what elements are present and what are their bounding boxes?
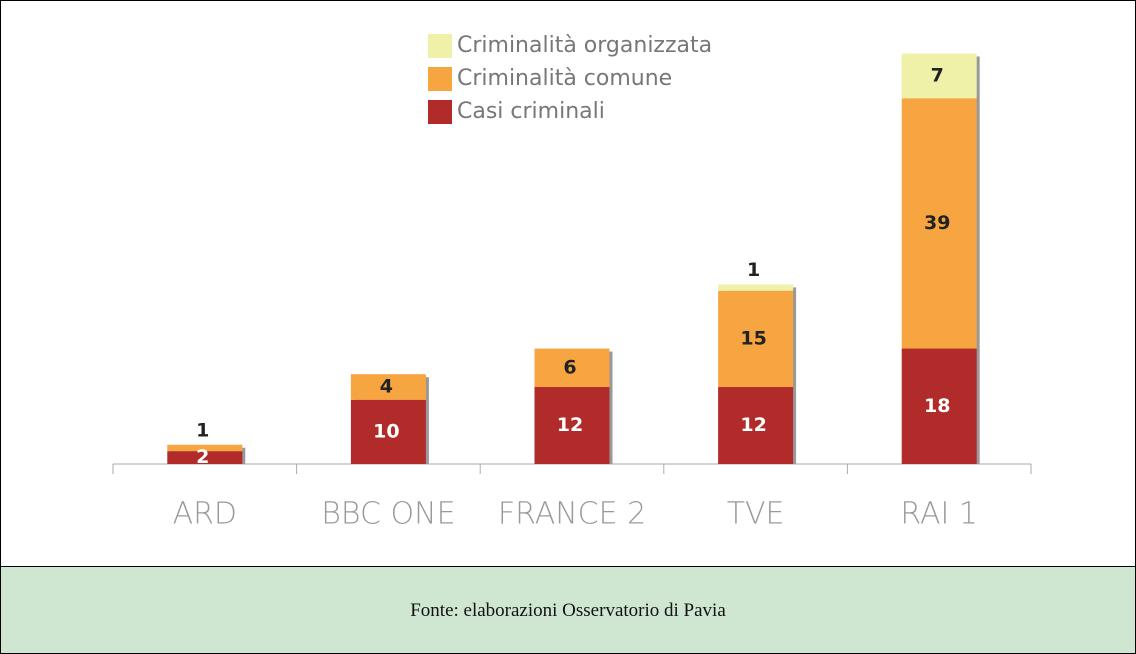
bar-segment [534, 348, 610, 388]
value-label: 12 [557, 414, 583, 436]
value-label: 7 [931, 64, 944, 86]
value-label: 12 [740, 414, 766, 436]
x-tick-label: ARD [173, 497, 237, 532]
legend-swatch [428, 34, 452, 58]
x-tick-label: BBC ONE [321, 497, 455, 532]
legend-label: Casi criminali [457, 99, 605, 124]
bar-segment [167, 451, 243, 464]
bar-segment [350, 374, 426, 400]
value-label: 4 [380, 376, 393, 398]
x-tick-label: FRANCE 2 [498, 497, 646, 532]
value-label: 1 [747, 259, 760, 281]
value-label: 6 [563, 356, 576, 378]
bar-segment [718, 387, 794, 464]
legend-label: Criminalità organizzata [457, 33, 712, 58]
value-label: 10 [373, 420, 399, 442]
bar-segment [718, 284, 794, 291]
bar-segment [534, 387, 610, 464]
value-label: 39 [924, 212, 950, 234]
legend-swatch [428, 67, 452, 91]
bar-segment [167, 444, 243, 452]
value-label: 2 [196, 446, 209, 468]
bar-segment [350, 399, 426, 464]
value-label: 1 [196, 419, 209, 441]
legend-swatch [428, 100, 452, 124]
source-note: Fonte: elaborazioni Osservatorio di Pavi… [1, 566, 1135, 653]
chart: Casi criminali Criminalità comune Criminal… [112, 33, 1032, 532]
bar-segment [718, 290, 794, 388]
value-label: 15 [740, 327, 766, 349]
bar-segment [901, 53, 977, 99]
legend-label: Criminalità comune [457, 66, 672, 91]
x-tick-label: TVE [727, 497, 785, 532]
value-label: 18 [924, 395, 950, 417]
bar-segment [901, 98, 977, 349]
bar-segment [901, 348, 977, 464]
x-tick-label: RAI 1 [900, 497, 978, 532]
